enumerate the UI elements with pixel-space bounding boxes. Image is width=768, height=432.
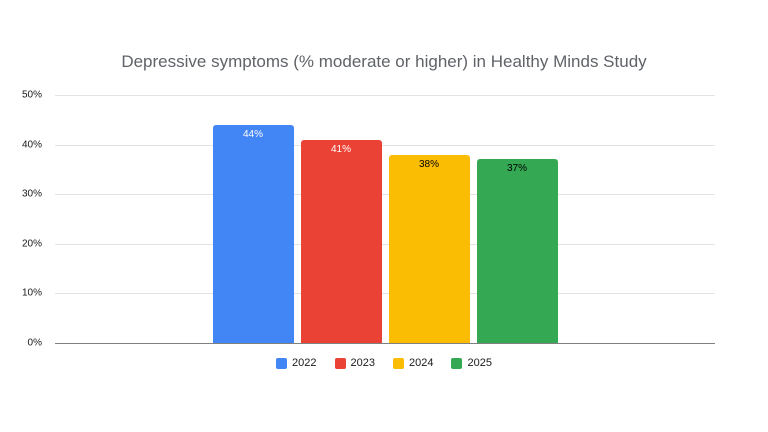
legend-swatch [334, 357, 346, 369]
gridline [55, 293, 715, 295]
y-axis-tick-label: 50% [21, 89, 42, 101]
legend-swatch [451, 357, 463, 369]
legend-item-2022: 2022 [276, 357, 317, 369]
bar-2025: 37% [476, 159, 558, 343]
bar-value-label: 37% [506, 163, 527, 175]
y-axis-tick-label: 0% [27, 337, 42, 349]
legend-item-2023: 2023 [334, 357, 375, 369]
gridline [55, 144, 715, 146]
legend-label: 2022 [292, 357, 317, 369]
bar-group: 44% 41% 38% 37% [55, 95, 715, 343]
bar-2022: 44% [212, 124, 294, 343]
y-axis-tick-label: 20% [21, 238, 42, 250]
legend-label: 2025 [467, 357, 492, 369]
bar-2024: 38% [388, 154, 470, 343]
y-axis-tick-label: 10% [21, 287, 42, 299]
y-axis: 0% 10% 20% 30% 40% 50% [0, 90, 49, 349]
legend-swatch [393, 357, 404, 369]
chart-title: Depressive symptoms (% moderate or highe… [121, 52, 647, 71]
y-axis-tick-label: 30% [21, 188, 42, 200]
legend-label: 2024 [409, 357, 434, 369]
legend: 2022 2023 2024 2025 [0, 357, 768, 369]
y-axis-tick-label: 40% [21, 139, 42, 151]
legend-item-2024: 2024 [393, 357, 433, 369]
bar-2023: 41% [300, 139, 382, 343]
bar-value-label: 41% [330, 143, 351, 155]
legend-item-2025: 2025 [451, 357, 492, 369]
gridline [55, 95, 715, 96]
legend-swatch [276, 357, 288, 369]
gridline [55, 194, 715, 196]
legend-label: 2023 [350, 357, 375, 369]
gridline [55, 243, 715, 245]
bar-value-label: 38% [418, 158, 439, 170]
bar-value-label: 44% [242, 128, 263, 140]
plot-area: 44% 41% 38% 37% [55, 95, 715, 344]
